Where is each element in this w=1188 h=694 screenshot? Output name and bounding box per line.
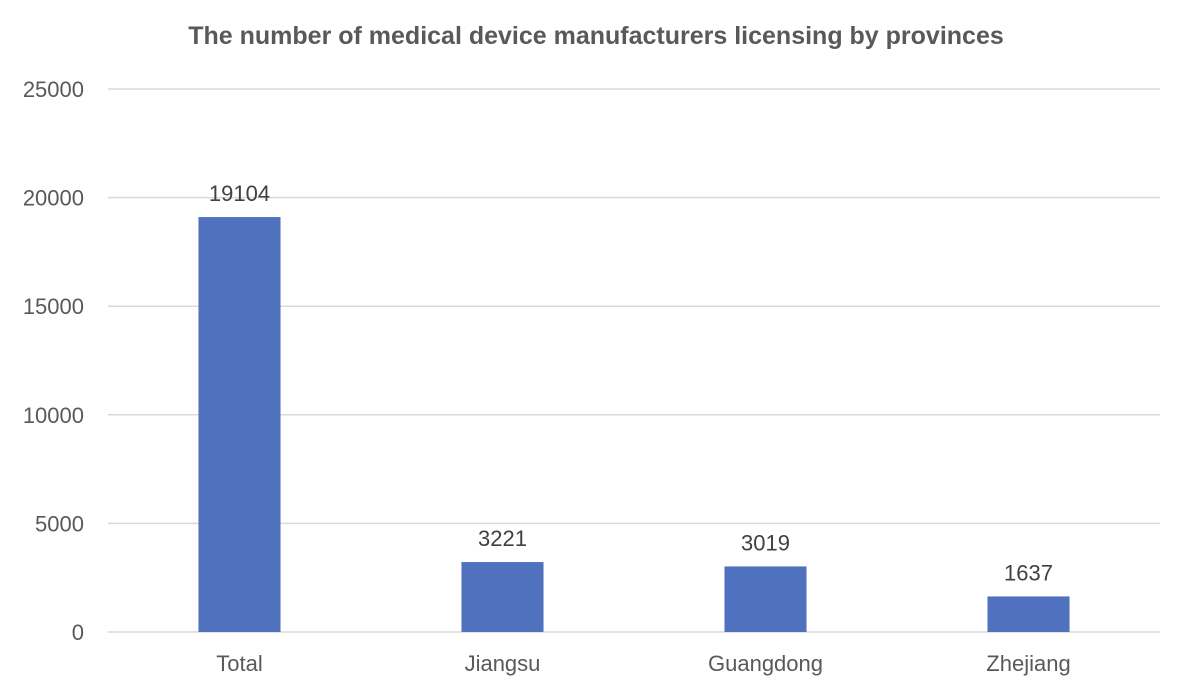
chart-title: The number of medical device manufacture… xyxy=(188,22,1004,50)
bar-zhejiang xyxy=(987,596,1070,632)
y-tick-label: 15000 xyxy=(23,294,84,319)
data-label: 19104 xyxy=(209,181,270,206)
y-axis-ticks: 0 5000 10000 15000 20000 25000 xyxy=(23,77,84,645)
x-category-label: Guangdong xyxy=(708,651,823,676)
data-label: 1637 xyxy=(1004,560,1053,585)
y-tick-label: 20000 xyxy=(23,186,84,211)
bar-guangdong xyxy=(724,566,807,632)
bar-total xyxy=(198,217,281,632)
bars xyxy=(198,217,1070,632)
y-tick-label: 10000 xyxy=(23,403,84,428)
data-label: 3221 xyxy=(478,526,527,551)
data-labels: 19104 3221 3019 1637 xyxy=(209,181,1053,585)
bar-jiangsu xyxy=(461,562,544,632)
x-axis-categories: Total Jiangsu Guangdong Zhejiang xyxy=(216,651,1070,676)
x-category-label: Zhejiang xyxy=(986,651,1070,676)
y-tick-label: 25000 xyxy=(23,77,84,102)
gridlines xyxy=(108,88,1160,633)
data-label: 3019 xyxy=(741,530,790,555)
x-category-label: Total xyxy=(216,651,262,676)
x-category-label: Jiangsu xyxy=(465,651,541,676)
y-tick-label: 0 xyxy=(72,620,84,645)
y-tick-label: 5000 xyxy=(35,511,84,536)
